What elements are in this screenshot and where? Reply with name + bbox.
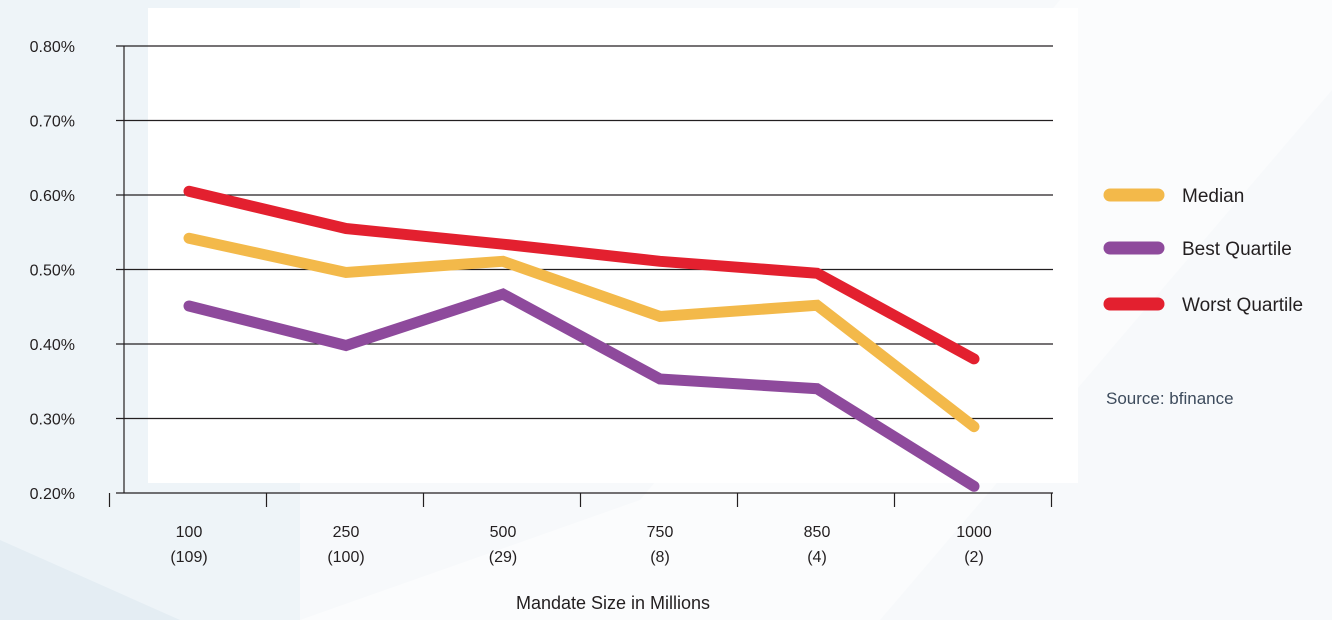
- series-lines: [183, 185, 980, 492]
- x-tick-count-label: (2): [964, 549, 984, 566]
- x-tick-label: 850: [804, 524, 831, 541]
- y-tick-label: 0.80%: [30, 39, 75, 56]
- y-axis-ticks: 0.20% 0.30% 0.40% 0.50% 0.60% 0.70% 0.80%: [30, 39, 75, 503]
- x-tick-count-label: (100): [327, 549, 364, 566]
- series-line-median: [183, 232, 980, 433]
- source-note: Source: bfinance: [1106, 389, 1234, 408]
- y-tick-label: 0.50%: [30, 263, 75, 280]
- x-tick-label: 250: [333, 524, 360, 541]
- y-tick-label: 0.30%: [30, 412, 75, 429]
- legend: Median Best Quartile Worst Quartile: [1103, 186, 1303, 316]
- y-tick-label: 0.70%: [30, 114, 75, 131]
- legend-label: Median: [1182, 186, 1244, 207]
- x-axis: 100 (109) 250 (100) 500 (29) 750 (8) 850 (4) 1000 (…: [108, 493, 1053, 566]
- y-tick-label: 0.20%: [30, 486, 75, 503]
- x-tick-label: 1000: [956, 524, 992, 541]
- x-tick-count-label: (4): [807, 549, 827, 566]
- x-tick-label: 100: [176, 524, 203, 541]
- x-tick-count-label: (29): [489, 549, 517, 566]
- series-line-best-quartile: [183, 288, 980, 492]
- x-axis-title: Mandate Size in Millions: [516, 593, 710, 613]
- x-tick-count-label: (109): [170, 549, 207, 566]
- y-tick-label: 0.40%: [30, 337, 75, 354]
- legend-label: Best Quartile: [1182, 239, 1292, 260]
- x-tick-label: 750: [647, 524, 674, 541]
- x-tick-label: 500: [490, 524, 517, 541]
- y-tick-label: 0.60%: [30, 188, 75, 205]
- legend-label: Worst Quartile: [1182, 295, 1303, 316]
- x-tick-count-label: (8): [650, 549, 670, 566]
- grid-lines: [116, 45, 1053, 494]
- series-line-worst-quartile: [183, 185, 980, 365]
